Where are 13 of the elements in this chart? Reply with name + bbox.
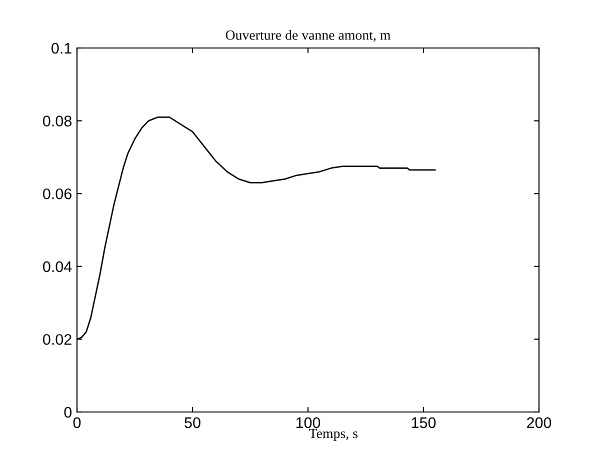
y-tick-label: 0.08 [43, 116, 72, 126]
y-tick-label: 0 [64, 406, 72, 418]
y-tick-label: 0.04 [43, 261, 72, 272]
y-tick-label: 0.1 [52, 42, 72, 54]
y-tick-label: 0.02 [43, 334, 72, 345]
x-axis-title: Temps, s [309, 428, 358, 441]
x-tick-label: 0 [73, 417, 81, 428]
x-tick-label: 100 [296, 417, 320, 428]
x-tick-label: 200 [527, 417, 552, 428]
y-tick-label: 0.06 [43, 188, 72, 200]
x-tick-label: 150 [412, 417, 436, 428]
x-tick-label: 50 [184, 417, 200, 428]
chart-title: Ouverture de vanne amont, m [226, 30, 391, 42]
